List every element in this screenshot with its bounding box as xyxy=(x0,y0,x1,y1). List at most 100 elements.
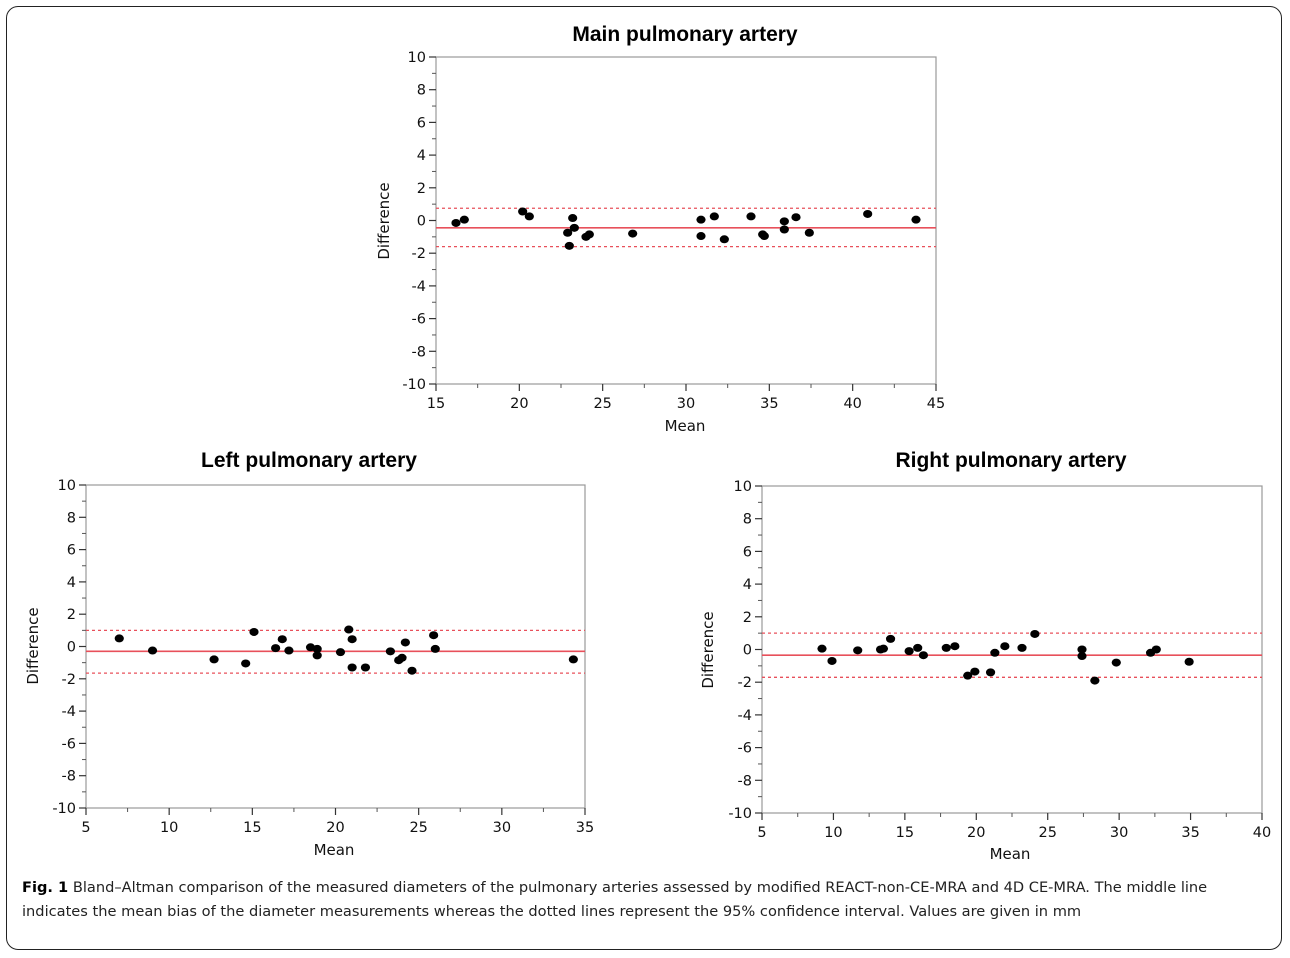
y-tick-label: -6 xyxy=(62,736,76,752)
data-point xyxy=(913,643,923,652)
x-tick-label: 20 xyxy=(326,820,344,836)
y-tick-label: 10 xyxy=(408,50,426,66)
data-point xyxy=(696,232,706,241)
data-point xyxy=(628,229,638,238)
y-tick-label: 4 xyxy=(67,575,76,591)
data-point xyxy=(114,634,124,643)
x-axis-label: Mean xyxy=(665,417,706,435)
data-point xyxy=(564,241,574,250)
x-tick-label: 45 xyxy=(927,396,945,412)
y-axis-label: Difference xyxy=(699,611,717,688)
data-point xyxy=(518,207,528,216)
data-point xyxy=(568,655,578,664)
data-point xyxy=(1077,645,1087,654)
y-tick-label: 10 xyxy=(734,479,752,495)
data-point xyxy=(1077,652,1087,661)
figure-label: Fig. 1 xyxy=(22,879,69,896)
y-tick-label: 2 xyxy=(743,610,752,626)
data-point xyxy=(429,631,439,640)
y-tick-label: -2 xyxy=(62,672,76,688)
x-tick-label: 5 xyxy=(81,820,90,836)
plot-frame xyxy=(761,485,1263,814)
x-tick-label: 30 xyxy=(493,820,511,836)
data-point xyxy=(360,663,371,672)
y-tick-label: -10 xyxy=(402,377,426,393)
chart-title: Main pulmonary artery xyxy=(572,23,798,46)
data-point xyxy=(885,634,896,643)
data-point xyxy=(904,647,914,656)
data-point xyxy=(524,212,534,221)
data-point xyxy=(759,232,769,241)
x-tick-label: 25 xyxy=(409,820,427,836)
data-point xyxy=(853,646,863,655)
caption-text: Bland–Altman comparison of the measured … xyxy=(22,879,1208,920)
x-tick-label: 15 xyxy=(896,825,914,841)
data-point xyxy=(911,215,921,224)
data-point xyxy=(1184,657,1194,666)
data-point xyxy=(407,666,417,675)
chart-title: Right pulmonary artery xyxy=(895,449,1126,472)
y-tick-label: -2 xyxy=(738,675,752,691)
data-point xyxy=(284,646,294,655)
x-axis-label: Mean xyxy=(990,845,1031,863)
x-tick-label: 15 xyxy=(427,396,445,412)
data-point xyxy=(970,667,980,676)
data-point xyxy=(817,644,827,653)
data-point xyxy=(709,212,719,221)
data-point xyxy=(1111,658,1121,667)
data-point xyxy=(277,635,287,644)
y-tick-label: -4 xyxy=(62,704,76,720)
x-tick-label: 10 xyxy=(824,825,842,841)
data-point xyxy=(312,651,322,660)
data-point xyxy=(746,212,756,221)
data-point xyxy=(1017,643,1027,652)
data-point xyxy=(451,218,461,227)
data-point xyxy=(963,671,973,680)
data-point xyxy=(568,214,578,223)
right-pulmonary-artery-chart: Right pulmonary artery Mean Difference -… xyxy=(699,449,1271,863)
x-tick-label: 5 xyxy=(757,825,766,841)
figure-caption: Fig. 1 Bland–Altman comparison of the me… xyxy=(22,876,1262,924)
y-tick-label: -8 xyxy=(62,769,76,785)
data-point xyxy=(385,647,395,656)
data-point xyxy=(1030,629,1040,638)
y-tick-label: 6 xyxy=(67,543,76,559)
y-tick-label: -6 xyxy=(738,741,752,757)
data-point xyxy=(563,228,573,237)
x-tick-label: 40 xyxy=(1253,825,1271,841)
data-point xyxy=(779,225,789,234)
data-point xyxy=(209,655,219,664)
y-tick-label: 6 xyxy=(417,115,426,131)
y-tick-label: 0 xyxy=(67,640,76,656)
x-tick-label: 40 xyxy=(843,396,861,412)
data-point xyxy=(779,217,789,226)
data-point xyxy=(950,642,960,651)
y-tick-label: -10 xyxy=(728,806,752,822)
y-axis-label: Difference xyxy=(24,607,42,684)
y-tick-label: -4 xyxy=(412,279,426,295)
y-tick-label: 4 xyxy=(743,577,752,593)
plot-frame xyxy=(435,56,937,385)
plot-frame xyxy=(85,484,586,809)
x-tick-label: 30 xyxy=(677,396,695,412)
data-point xyxy=(696,215,706,224)
y-tick-label: 8 xyxy=(743,512,752,528)
y-tick-label: -8 xyxy=(412,344,426,360)
x-tick-label: 35 xyxy=(576,820,594,836)
chart-title: Left pulmonary artery xyxy=(201,449,417,472)
data-point xyxy=(569,223,579,232)
data-point xyxy=(584,230,594,239)
x-tick-label: 25 xyxy=(1038,825,1056,841)
data-point xyxy=(878,644,889,653)
y-tick-label: 6 xyxy=(743,544,752,560)
y-tick-label: 4 xyxy=(417,148,426,164)
data-point xyxy=(1090,676,1100,685)
x-tick-label: 30 xyxy=(1110,825,1128,841)
data-point xyxy=(827,656,837,665)
y-tick-label: 10 xyxy=(58,478,76,494)
y-tick-label: 2 xyxy=(67,607,76,623)
y-tick-label: -10 xyxy=(52,801,76,817)
data-point xyxy=(804,228,814,237)
data-point xyxy=(863,209,873,218)
